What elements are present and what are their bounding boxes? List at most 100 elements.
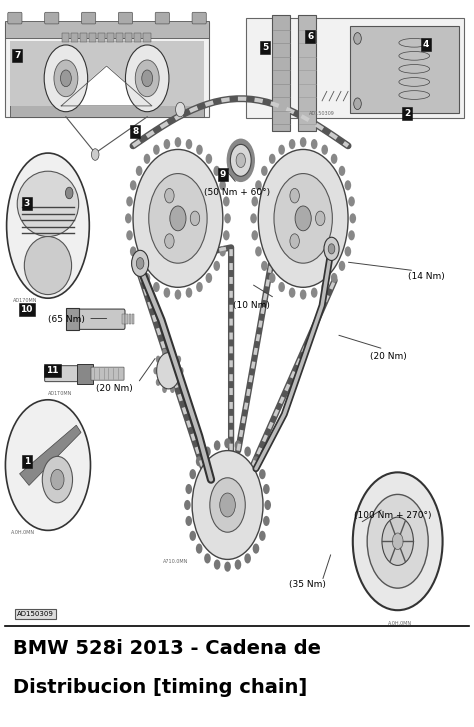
Circle shape	[223, 230, 229, 241]
FancyBboxPatch shape	[82, 12, 96, 24]
FancyBboxPatch shape	[91, 367, 124, 380]
Circle shape	[259, 469, 265, 479]
Circle shape	[65, 187, 73, 198]
Circle shape	[230, 145, 251, 176]
Text: (35 Nm): (35 Nm)	[290, 580, 326, 590]
Circle shape	[224, 438, 231, 449]
Circle shape	[196, 544, 202, 554]
Circle shape	[261, 166, 268, 176]
Text: AD150309: AD150309	[17, 611, 54, 616]
FancyBboxPatch shape	[5, 23, 209, 117]
Circle shape	[252, 230, 258, 241]
Circle shape	[338, 261, 345, 271]
Text: 10: 10	[20, 305, 33, 313]
Circle shape	[345, 246, 351, 257]
Circle shape	[235, 441, 241, 451]
Text: 3: 3	[24, 199, 30, 209]
Circle shape	[91, 149, 99, 161]
FancyBboxPatch shape	[10, 104, 204, 117]
Circle shape	[214, 441, 220, 451]
Text: 2: 2	[404, 108, 410, 118]
Circle shape	[278, 282, 285, 292]
Circle shape	[190, 531, 196, 541]
Circle shape	[263, 484, 270, 494]
Circle shape	[300, 289, 307, 300]
Circle shape	[156, 353, 180, 389]
Text: Distribucion [timing chain]: Distribucion [timing chain]	[12, 678, 307, 697]
Circle shape	[174, 137, 181, 148]
Circle shape	[196, 282, 203, 292]
Circle shape	[331, 273, 337, 283]
Text: A710.0MN: A710.0MN	[163, 559, 188, 564]
Circle shape	[61, 70, 72, 87]
Circle shape	[156, 356, 161, 363]
Circle shape	[5, 400, 91, 531]
Circle shape	[190, 211, 200, 225]
FancyBboxPatch shape	[107, 96, 114, 105]
Circle shape	[126, 230, 133, 241]
Circle shape	[186, 139, 192, 149]
FancyBboxPatch shape	[5, 21, 209, 39]
Circle shape	[54, 60, 78, 97]
Circle shape	[345, 180, 351, 190]
Circle shape	[213, 166, 220, 176]
FancyBboxPatch shape	[89, 96, 96, 105]
Circle shape	[42, 457, 73, 503]
Circle shape	[210, 478, 245, 532]
Circle shape	[164, 288, 170, 298]
Circle shape	[162, 348, 167, 356]
Circle shape	[190, 469, 196, 479]
FancyBboxPatch shape	[107, 33, 114, 42]
Text: 1: 1	[24, 457, 30, 466]
Circle shape	[136, 166, 142, 176]
Circle shape	[130, 180, 137, 190]
Circle shape	[156, 379, 161, 386]
Circle shape	[367, 494, 428, 588]
Circle shape	[175, 103, 185, 117]
Circle shape	[51, 470, 64, 490]
FancyBboxPatch shape	[299, 15, 317, 132]
Circle shape	[321, 145, 328, 155]
Circle shape	[316, 211, 325, 225]
FancyBboxPatch shape	[143, 96, 151, 105]
Circle shape	[176, 356, 181, 363]
Circle shape	[185, 484, 192, 494]
Circle shape	[176, 379, 181, 386]
FancyBboxPatch shape	[116, 33, 123, 42]
FancyBboxPatch shape	[62, 96, 69, 105]
Text: (50 Nm + 60°): (50 Nm + 60°)	[204, 188, 270, 198]
Circle shape	[382, 517, 413, 566]
FancyBboxPatch shape	[155, 12, 169, 24]
FancyBboxPatch shape	[134, 96, 141, 105]
Circle shape	[174, 289, 181, 300]
Circle shape	[185, 516, 192, 526]
Circle shape	[236, 153, 246, 167]
Circle shape	[186, 288, 192, 298]
Circle shape	[259, 531, 265, 541]
Circle shape	[144, 153, 150, 164]
Circle shape	[179, 367, 183, 374]
Circle shape	[206, 273, 212, 283]
Circle shape	[278, 145, 285, 155]
FancyBboxPatch shape	[118, 12, 133, 24]
Circle shape	[196, 457, 202, 467]
FancyBboxPatch shape	[10, 41, 204, 106]
FancyBboxPatch shape	[71, 96, 78, 105]
Circle shape	[324, 237, 339, 260]
Circle shape	[392, 533, 403, 550]
FancyBboxPatch shape	[80, 96, 87, 105]
Text: (14 Nm): (14 Nm)	[408, 272, 445, 281]
Circle shape	[300, 137, 307, 148]
Circle shape	[137, 257, 144, 269]
Circle shape	[133, 150, 223, 287]
Circle shape	[170, 348, 175, 356]
FancyBboxPatch shape	[98, 33, 105, 42]
Circle shape	[184, 500, 191, 510]
Circle shape	[321, 282, 328, 292]
Text: 6: 6	[307, 33, 313, 41]
Circle shape	[311, 288, 318, 298]
Text: (65 Nm): (65 Nm)	[48, 316, 85, 324]
Circle shape	[164, 139, 170, 149]
Circle shape	[149, 174, 207, 263]
Text: AD1T0MN: AD1T0MN	[48, 390, 73, 395]
